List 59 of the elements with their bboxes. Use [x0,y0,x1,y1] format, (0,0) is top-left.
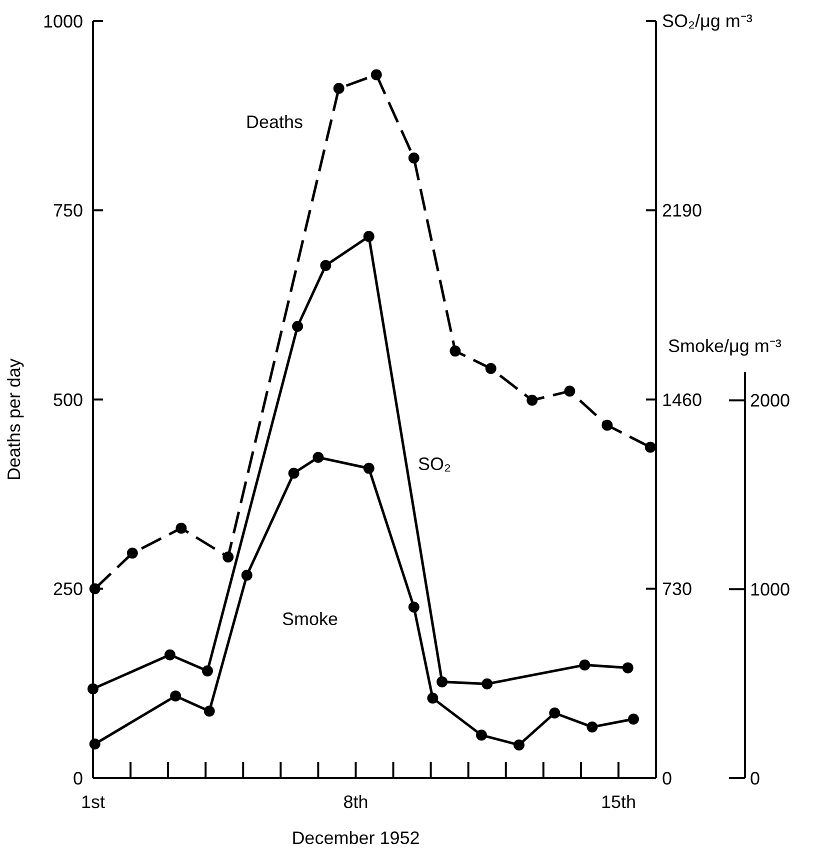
x-tick-label: 8th [343,792,368,812]
point [370,69,382,80]
x-axis-title: December 1952 [292,828,420,848]
y3-axis-title: Smoke/μg m⁻³ [668,336,782,356]
point [126,548,138,559]
point [602,420,613,431]
y-tick-label: 750 [52,200,83,221]
y3-tick-label: 1000 [750,579,790,600]
point [363,462,374,474]
series-label: Deaths [246,112,303,132]
point [204,706,215,717]
point [202,665,213,676]
y-tick-label: 1000 [42,11,83,32]
point [476,730,487,741]
y2-tick-label: 2190 [662,200,702,221]
point [485,362,496,374]
y2-tick-label: 0 [662,768,672,788]
point [628,714,639,725]
point [288,468,300,479]
point [89,583,100,594]
text: Smoke [282,609,338,629]
point [514,739,525,750]
point [164,649,176,660]
y-tick-label: 500 [52,390,83,410]
series-label: SO₂ [418,454,452,474]
point [427,692,438,704]
y3-tick-label: 2000 [750,390,790,411]
point [482,678,493,690]
y-tick-label: 0 [72,768,83,788]
point [644,442,656,453]
y2-tick-label: 1460 [662,390,702,410]
point [333,82,344,94]
y-tick-label: 250 [52,579,83,600]
point [450,346,461,357]
x-tick-label: 15th [600,792,636,812]
point [363,230,374,242]
y-axis-title: Deaths per day [4,358,24,481]
point [579,659,590,670]
point [586,722,598,733]
point [408,152,420,164]
point [241,570,252,581]
point [436,676,448,688]
point [622,662,634,674]
point [320,260,332,271]
point [408,602,420,613]
point [564,386,576,397]
point [222,551,234,562]
point [312,452,324,463]
point [89,738,100,750]
point [176,522,187,534]
x-tick-label: 1st [80,792,106,812]
point [88,683,98,694]
y2-tick-label: 730 [662,579,692,600]
point [292,320,304,332]
point [526,394,538,406]
point [549,708,560,719]
point [170,690,182,702]
y3-tick-label: 0 [750,768,760,788]
y2-axis-title: SO₂/μg m⁻³ [662,11,752,31]
